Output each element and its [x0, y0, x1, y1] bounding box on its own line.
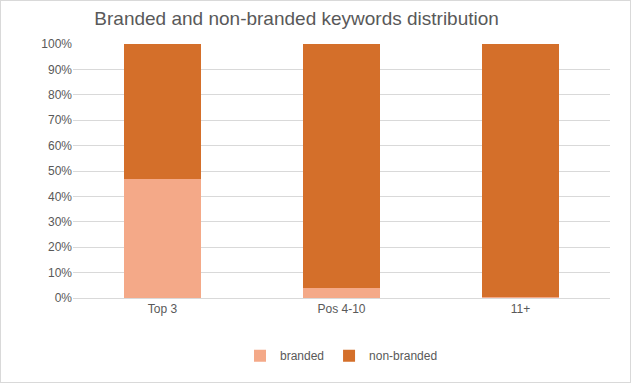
svg-text:Pos 4-10: Pos 4-10: [317, 302, 365, 316]
svg-text:100%: 100%: [41, 37, 72, 51]
svg-text:70%: 70%: [48, 113, 72, 127]
svg-text:0%: 0%: [55, 291, 73, 305]
svg-text:Top 3: Top 3: [148, 302, 178, 316]
svg-text:branded: branded: [280, 349, 324, 363]
svg-text:40%: 40%: [48, 190, 72, 204]
svg-text:11+: 11+: [511, 302, 530, 316]
svg-text:10%: 10%: [48, 266, 72, 280]
svg-text:non-branded: non-branded: [369, 349, 437, 363]
svg-text:Branded and non-branded keywor: Branded and non-branded keywords distrib…: [94, 8, 499, 29]
svg-text:90%: 90%: [48, 63, 72, 77]
svg-text:20%: 20%: [48, 240, 72, 254]
svg-text:30%: 30%: [48, 215, 72, 229]
svg-text:80%: 80%: [48, 88, 72, 102]
svg-text:50%: 50%: [48, 164, 72, 178]
svg-text:60%: 60%: [48, 139, 72, 153]
